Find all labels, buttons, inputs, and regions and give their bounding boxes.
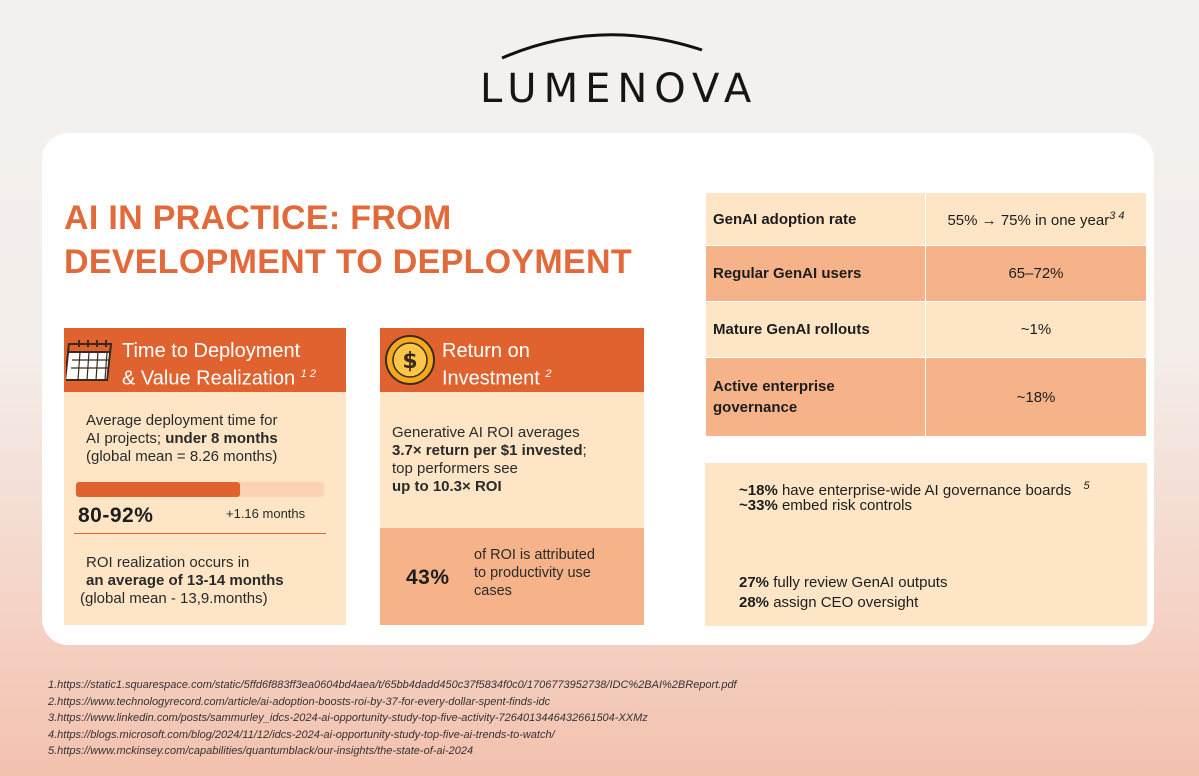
roi-realization-line-1: ROI realization occurs in bbox=[86, 554, 250, 571]
governance-text: assign CEO oversight bbox=[769, 594, 919, 611]
governance-stat: 27% bbox=[739, 574, 770, 591]
metric-label: Mature GenAI rollouts bbox=[705, 301, 926, 358]
heading-line-2-text: & Value Realization bbox=[122, 367, 296, 390]
deployment-panel: Time to Deployment & Value Realization 1… bbox=[64, 328, 346, 625]
governance-stat: ~18% bbox=[739, 482, 778, 499]
roi-text-line-3: top performers see bbox=[392, 460, 518, 477]
logo-text: LUMENOVA bbox=[480, 66, 759, 112]
metric-label-line-2: governance bbox=[713, 399, 798, 416]
footnote-ref: 3 4 bbox=[1109, 209, 1125, 222]
governance-text: embed risk controls bbox=[777, 497, 913, 514]
roi-panel-header: $ Return on Investment 2 bbox=[380, 328, 644, 392]
metric-label: GenAI adoption rate bbox=[705, 192, 926, 246]
roi-stat-text: of ROI is attributed to productivity use… bbox=[474, 546, 624, 600]
reference-link[interactable]: 5.https://www.mckinsey.com/capabilities/… bbox=[48, 745, 474, 758]
roi-stat-box: 43% of ROI is attributed to productivity… bbox=[380, 528, 644, 625]
references-list: 1.https://static1.squarespace.com/static… bbox=[48, 677, 737, 760]
svg-text:$: $ bbox=[402, 349, 417, 374]
metric-value: ~18% bbox=[925, 357, 1147, 437]
metric-label: Regular GenAI users bbox=[705, 245, 926, 302]
metric-value: 65–72% bbox=[925, 245, 1147, 302]
reference-link[interactable]: 4.https://blogs.microsoft.com/blog/2024/… bbox=[48, 728, 555, 741]
roi-stat-value: 43% bbox=[406, 566, 450, 589]
roi-realization-line-2: an average of 13-14 months bbox=[86, 572, 284, 589]
deployment-text-plain: AI projects; bbox=[86, 430, 166, 447]
governance-stat: ~33% bbox=[739, 497, 778, 514]
governance-line-3: 27% fully review GenAI outputs bbox=[739, 573, 947, 593]
deployment-text-line-2: AI projects; under 8 months bbox=[86, 430, 278, 448]
governance-box: ~18% have enterprise-wide AI governance … bbox=[705, 463, 1147, 626]
roi-panel: $ Return on Investment 2 Generative AI R… bbox=[380, 328, 644, 625]
table-row: GenAI adoption rate 55% → 75% in one yea… bbox=[705, 192, 1147, 246]
heading-line-2-text: Investment bbox=[442, 367, 540, 390]
roi-realization-line-3: (global mean - 13,9.months) bbox=[80, 590, 268, 607]
metric-label: Active enterprise governance bbox=[705, 357, 926, 437]
deployment-panel-heading: Time to Deployment & Value Realization 1… bbox=[122, 340, 316, 391]
metrics-table: GenAI adoption rate 55% → 75% in one yea… bbox=[705, 192, 1147, 437]
reference-link[interactable]: 2.https://www.technologyrecord.com/artic… bbox=[48, 695, 551, 708]
range-label: 80-92% bbox=[78, 504, 154, 527]
heading-line-1: Return on bbox=[442, 340, 530, 362]
metric-value-text: 55% → 75% in one year bbox=[947, 211, 1110, 229]
roi-panel-heading: Return on Investment 2 bbox=[442, 340, 552, 391]
footnote-ref: 5 bbox=[1083, 480, 1090, 492]
table-row: Mature GenAI rollouts ~1% bbox=[705, 301, 1147, 358]
heading-line-1: Time to Deployment bbox=[122, 340, 301, 362]
title-line-1: AI IN PRACTICE: FROM bbox=[64, 199, 452, 237]
reference-link[interactable]: 3.https://www.linkedin.com/posts/sammurl… bbox=[48, 712, 648, 725]
governance-line-4: 28% assign CEO oversight bbox=[739, 593, 918, 613]
dollar-coin-icon: $ bbox=[385, 335, 435, 385]
calendar-icon bbox=[66, 340, 113, 381]
governance-text: fully review GenAI outputs bbox=[769, 574, 948, 591]
deployment-text: Average deployment time for AI projects;… bbox=[86, 412, 278, 466]
metric-value: 55% → 75% in one year3 4 bbox=[925, 192, 1147, 246]
deployment-text-line-3: (global mean = 8.26 months) bbox=[86, 448, 278, 465]
roi-text-line-4: up to 10.3× ROI bbox=[392, 478, 502, 495]
deployment-text-bold: under 8 months bbox=[165, 430, 278, 447]
page-title: AI IN PRACTICE: FROM DEVELOPMENT TO DEPL… bbox=[64, 196, 684, 284]
roi-realization-text: ROI realization occurs in an average of … bbox=[80, 554, 284, 608]
progress-bar-fill bbox=[76, 482, 240, 497]
divider bbox=[74, 533, 326, 534]
governance-line-2: ~33% embed risk controls bbox=[739, 496, 912, 516]
title-line-2: DEVELOPMENT TO DEPLOYMENT bbox=[64, 243, 632, 281]
deployment-panel-header: Time to Deployment & Value Realization 1… bbox=[64, 328, 346, 392]
footnote-ref: 1 2 bbox=[300, 368, 316, 380]
table-row: Regular GenAI users 65–72% bbox=[705, 245, 1147, 302]
metric-value: ~1% bbox=[925, 301, 1147, 358]
table-row: Active enterprise governance ~18% bbox=[705, 357, 1147, 437]
footnote-ref: 2 bbox=[545, 368, 552, 380]
delta-label: +1.16 months bbox=[226, 506, 306, 521]
roi-text-line-1: Generative AI ROI averages bbox=[392, 424, 580, 441]
heading-line-2: & Value Realization 1 2 bbox=[122, 363, 316, 391]
roi-text-punct: ; bbox=[582, 442, 587, 459]
logo-arc-icon bbox=[501, 33, 703, 60]
roi-text-bold: 3.7× return per $1 invested bbox=[392, 442, 583, 459]
brand-logo: LUMENOVA bbox=[480, 22, 759, 112]
roi-text: Generative AI ROI averages 3.7× return p… bbox=[392, 424, 587, 496]
progress-bar bbox=[76, 482, 324, 497]
metric-label-line-1: Active enterprise bbox=[713, 378, 835, 395]
reference-link[interactable]: 1.https://static1.squarespace.com/static… bbox=[48, 679, 737, 691]
governance-line-1: ~18% have enterprise-wide AI governance … bbox=[739, 476, 1090, 501]
roi-text-line-2: 3.7× return per $1 invested; bbox=[392, 442, 587, 460]
governance-text: have enterprise-wide AI governance board… bbox=[777, 482, 1072, 499]
heading-line-2: Investment 2 bbox=[442, 363, 552, 391]
roi-stat-line-3: cases bbox=[474, 583, 512, 599]
deployment-text-line-1: Average deployment time for bbox=[86, 412, 278, 429]
roi-stat-line-1: of ROI is attributed bbox=[474, 547, 595, 563]
governance-stat: 28% bbox=[739, 594, 770, 611]
roi-stat-line-2: to productivity use bbox=[474, 565, 591, 581]
